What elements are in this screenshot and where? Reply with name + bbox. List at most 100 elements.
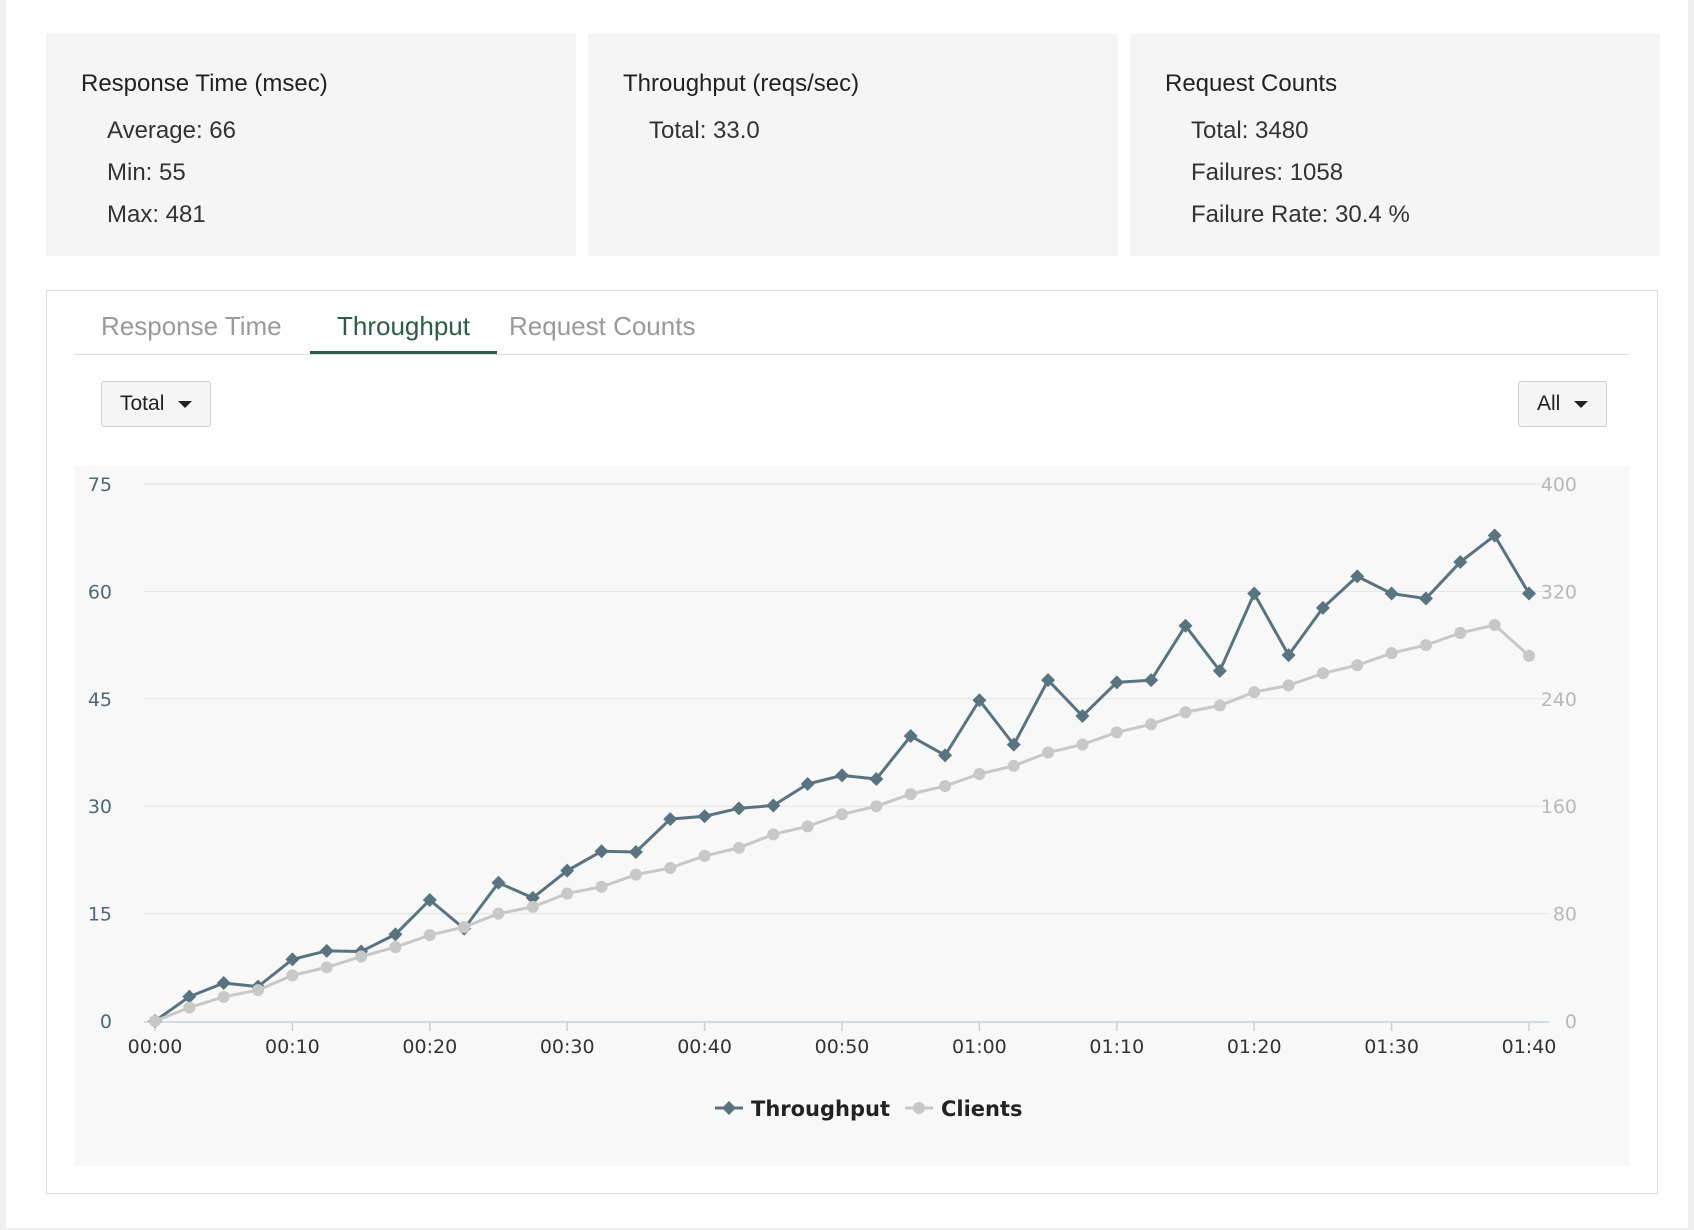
- data-point-throughput: [216, 976, 231, 991]
- data-point-throughput: [800, 777, 815, 792]
- data-point-clients: [801, 820, 814, 833]
- series-filter-value: Total: [120, 392, 165, 415]
- data-point-clients: [1523, 649, 1535, 662]
- data-point-throughput: [1384, 586, 1399, 601]
- data-point-throughput: [1315, 600, 1330, 615]
- stat-list: Total: 3480 Failures: 1058 Failure Rate:…: [1191, 110, 1410, 236]
- data-point-throughput: [1453, 555, 1468, 570]
- caret-down-icon: [178, 400, 193, 408]
- stat-average: Average: 66: [107, 117, 236, 144]
- range-filter-value: All: [1537, 392, 1561, 415]
- left-axis-tick-label: 0: [100, 1011, 112, 1033]
- response-time-card: Response Time (msec) Average: 66 Min: 55…: [46, 34, 576, 256]
- data-point-clients: [836, 808, 848, 821]
- tab-throughput[interactable]: Throughput: [310, 311, 497, 354]
- right-axis-tick-label: 0: [1565, 1011, 1577, 1033]
- data-point-throughput: [1075, 708, 1090, 723]
- data-point-throughput: [285, 952, 300, 967]
- right-axis-tick-label: 80: [1553, 904, 1577, 926]
- x-axis-tick-label: 00:10: [265, 1036, 320, 1058]
- legend-marker-clients: [913, 1102, 925, 1114]
- data-point-clients: [355, 950, 368, 963]
- data-point-throughput: [697, 809, 712, 824]
- data-point-clients: [1179, 706, 1192, 719]
- card-title: Response Time (msec): [81, 70, 328, 97]
- data-point-throughput: [1006, 737, 1021, 752]
- left-axis-tick-label: 15: [88, 904, 112, 926]
- data-point-clients: [698, 849, 711, 862]
- data-point-clients: [1110, 726, 1123, 739]
- series-filter-dropdown[interactable]: Total: [101, 381, 212, 427]
- x-axis-tick-label: 01:30: [1364, 1036, 1419, 1058]
- data-point-throughput: [1522, 586, 1536, 601]
- summary-cards: Response Time (msec) Average: 66 Min: 55…: [46, 34, 1660, 256]
- data-point-throughput: [1281, 648, 1296, 663]
- legend-marker-throughput: [722, 1101, 736, 1115]
- x-axis-tick-label: 00:30: [540, 1036, 595, 1058]
- left-axis-tick-label: 75: [88, 474, 112, 496]
- data-point-clients: [389, 941, 402, 954]
- data-point-throughput: [1109, 675, 1124, 690]
- x-axis-tick-label: 01:00: [952, 1036, 1007, 1058]
- data-point-throughput: [835, 768, 849, 783]
- chart-panel: Response Time Throughput Request Counts …: [46, 290, 1658, 1194]
- data-point-throughput: [1041, 673, 1056, 688]
- data-point-clients: [1385, 647, 1398, 660]
- stat-list: Average: 66 Min: 55 Max: 481: [107, 110, 236, 236]
- data-point-clients: [664, 861, 677, 874]
- data-point-clients: [492, 907, 505, 920]
- data-point-throughput: [182, 989, 197, 1004]
- data-point-clients: [1488, 618, 1501, 631]
- right-axis-tick-label: 160: [1541, 796, 1577, 818]
- tab-response-time[interactable]: Response Time: [101, 311, 282, 341]
- data-point-clients: [149, 1015, 161, 1027]
- stat-failures: Failures: 1058: [1191, 159, 1344, 186]
- legend-label-clients: Clients: [941, 1097, 1023, 1121]
- data-point-clients: [1419, 639, 1432, 652]
- data-point-clients: [183, 1001, 196, 1014]
- data-point-clients: [595, 880, 608, 893]
- left-axis-tick-label: 45: [88, 689, 112, 711]
- x-axis-tick-label: 01:20: [1227, 1036, 1282, 1058]
- data-point-clients: [1248, 686, 1261, 699]
- data-point-throughput: [663, 812, 678, 827]
- data-point-clients: [1282, 679, 1295, 692]
- legend-label-throughput: Throughput: [751, 1097, 890, 1121]
- data-point-clients: [217, 990, 230, 1003]
- chart-svg: 0 15 30 45 60 75 0 80 160 240 320 400 00:00 00:10 00:2…: [88, 474, 1577, 1121]
- tab-request-counts[interactable]: Request Counts: [509, 311, 696, 341]
- data-point-throughput: [628, 845, 643, 860]
- stat-list: Total: 33.0: [649, 110, 760, 152]
- data-point-clients: [1213, 699, 1226, 712]
- data-point-throughput: [731, 801, 746, 816]
- data-point-throughput: [1418, 591, 1433, 606]
- data-point-throughput: [319, 943, 334, 958]
- data-point-throughput: [766, 798, 781, 813]
- data-point-clients: [561, 887, 574, 900]
- throughput-card: Throughput (reqs/sec) Total: 33.0: [588, 34, 1118, 256]
- data-point-clients: [870, 800, 883, 813]
- data-point-throughput: [869, 771, 884, 786]
- data-point-clients: [526, 900, 539, 913]
- data-point-throughput: [525, 890, 540, 905]
- caret-down-icon: [1574, 400, 1589, 408]
- x-axis-tick-label: 00:50: [815, 1036, 870, 1058]
- data-point-clients: [767, 828, 780, 841]
- data-point-clients: [732, 841, 745, 854]
- data-point-throughput: [594, 844, 609, 859]
- data-point-clients: [973, 767, 986, 780]
- right-axis-tick-label: 400: [1541, 474, 1577, 496]
- x-axis-tick-label: 01:10: [1089, 1036, 1144, 1058]
- data-point-clients: [1007, 759, 1020, 772]
- data-point-throughput: [938, 748, 953, 763]
- card-title: Request Counts: [1165, 70, 1338, 97]
- data-point-throughput: [1487, 528, 1502, 543]
- stat-total: Total: 3480: [1191, 117, 1309, 144]
- data-point-throughput: [491, 875, 506, 890]
- data-point-clients: [1076, 738, 1089, 751]
- throughput-chart: 0 15 30 45 60 75 0 80 160 240 320 400 00:00 00:10 00:2…: [74, 466, 1630, 1166]
- range-filter-dropdown[interactable]: All: [1518, 381, 1608, 427]
- data-point-clients: [939, 780, 952, 793]
- data-point-throughput: [972, 693, 987, 708]
- stat-min: Min: 55: [107, 159, 186, 186]
